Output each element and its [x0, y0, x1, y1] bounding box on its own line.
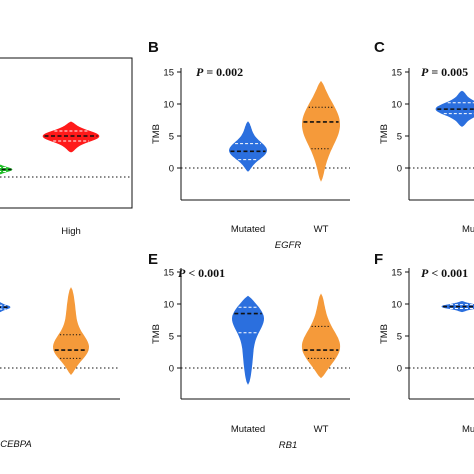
panel-b-gene-label: EGFR — [275, 240, 302, 251]
panel-e-p-value: P < 0.001 — [178, 266, 225, 280]
violin-c-mu — [435, 90, 474, 127]
panel-b-y-ticks: 0 5 10 15 — [163, 68, 181, 175]
violin-e-mutated — [231, 295, 265, 385]
panel-b-letter: B — [148, 39, 159, 56]
panel-a-category-label-high: High — [61, 226, 81, 237]
panel-c-letter: C — [374, 39, 385, 56]
violin-b-wt — [302, 80, 340, 182]
panel-f-category-label-mu: Mu — [462, 424, 474, 435]
panel-c-y-label: TMB — [379, 124, 390, 144]
panel-a: High — [0, 57, 133, 237]
panel-c-p-value: P = 0.005 — [421, 65, 468, 79]
panel-b-violins — [228, 80, 340, 182]
panel-e-y-ticks: 0 5 10 15 — [163, 268, 181, 375]
panel-e-gene-label: RB1 — [279, 440, 297, 451]
panel-c-violins — [435, 90, 474, 127]
panel-c-category-label-mu: Mu — [462, 224, 474, 235]
panel-b-y-label: TMB — [151, 124, 162, 144]
y-tick-label: 10 — [163, 100, 174, 111]
panel-e-violins — [231, 293, 341, 385]
panel-e-y-label: TMB — [151, 324, 162, 344]
y-tick-label: 10 — [163, 300, 174, 311]
panel-b-category-label-mutated: Mutated — [231, 224, 265, 235]
y-tick-label: 15 — [163, 68, 174, 79]
y-tick-label: 0 — [169, 364, 174, 375]
panel-c: C 0 5 10 15 TMB P = 0.005 Mu — [374, 39, 474, 235]
panel-d-gene-label: CEBPA — [0, 439, 32, 450]
panel-f-p-value: P < 0.001 — [421, 266, 468, 280]
panel-f: F 0 5 10 15 TMB P < 0.001 Mu — [374, 251, 474, 435]
y-tick-label: 5 — [397, 332, 402, 343]
panel-e-letter: E — [148, 251, 158, 268]
y-tick-label: 15 — [391, 68, 402, 79]
y-tick-label: 5 — [397, 132, 402, 143]
y-tick-label: 0 — [397, 164, 402, 175]
panel-b: B 0 5 10 15 TMB P = 0.002 Mutated WT EGFR — [148, 39, 350, 251]
violin-a-high — [42, 121, 100, 153]
panel-a-frame — [0, 57, 133, 209]
panel-f-y-ticks: 0 5 10 15 — [391, 268, 409, 375]
panel-f-violins — [441, 300, 474, 313]
panel-a-violins — [0, 121, 100, 175]
panel-d-violins — [0, 287, 90, 376]
y-tick-label: 15 — [391, 268, 402, 279]
panel-b-category-label-wt: WT — [314, 224, 329, 235]
y-tick-label: 5 — [169, 332, 174, 343]
panel-f-y-label: TMB — [379, 324, 390, 344]
panel-f-letter: F — [374, 251, 383, 268]
panel-e-category-label-wt: WT — [314, 424, 329, 435]
y-tick-label: 10 — [391, 100, 402, 111]
y-tick-label: 10 — [391, 300, 402, 311]
violin-b-mutated — [228, 121, 268, 172]
y-tick-label: 0 — [397, 364, 402, 375]
violin-e-wt — [301, 293, 341, 379]
y-tick-label: 5 — [169, 132, 174, 143]
violin-a-partial — [0, 164, 13, 175]
panel-e: E 0 5 10 15 TMB P < 0.001 Mutated WT RB1 — [148, 251, 350, 451]
panel-b-p-value: P = 0.002 — [196, 65, 243, 79]
panel-d: CEBPA — [0, 287, 120, 450]
y-tick-label: 0 — [169, 164, 174, 175]
violin-d-wt — [52, 287, 90, 376]
panel-c-y-ticks: 0 5 10 15 — [391, 68, 409, 175]
y-tick-label: 15 — [163, 268, 174, 279]
panel-e-category-label-mutated: Mutated — [231, 424, 265, 435]
